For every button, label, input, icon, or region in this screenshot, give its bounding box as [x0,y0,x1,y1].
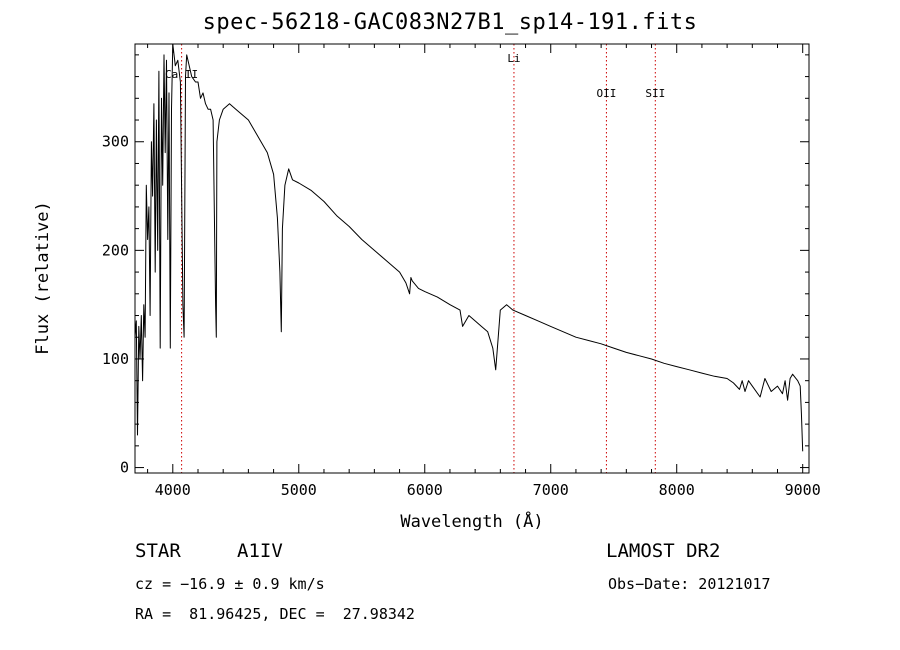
plot-frame [134,43,810,474]
x-tick-label-1: 5000 [281,481,317,499]
line-marker-label-3: SII [645,87,665,100]
y-tick-label-0: 0 [120,459,129,477]
redshift-velocity: cz = −16.9 ± 0.9 km/s [135,575,325,593]
chart-title: spec-56218-GAC083N27B1_sp14-191.fits [202,10,698,35]
line-marker-label-1: Li [507,52,520,65]
x-tick-label-5: 9000 [785,481,821,499]
line-marker-label-2: OII [596,87,616,100]
y-axis-label: Flux (relative) [33,201,53,355]
coordinates: RA = 81.96425, DEC = 27.98342 [135,605,415,623]
line-marker-label-0: Ca II [165,68,198,81]
y-tick-label-2: 200 [102,241,129,259]
y-tick-label-3: 300 [102,133,129,151]
x-axis-label: Wavelength (Å) [400,512,544,532]
x-tick-label-0: 4000 [155,481,191,499]
observation-date: Obs−Date: 20121017 [608,575,771,593]
x-tick-label-2: 6000 [407,481,443,499]
x-tick-label-4: 8000 [659,481,695,499]
survey-name: LAMOST DR2 [606,540,721,562]
object-class: STAR [135,540,181,562]
x-tick-label-3: 7000 [533,481,569,499]
object-subclass: A1IV [237,540,283,562]
spectrum-line-0 [134,43,804,452]
y-tick-label-1: 100 [102,350,129,368]
